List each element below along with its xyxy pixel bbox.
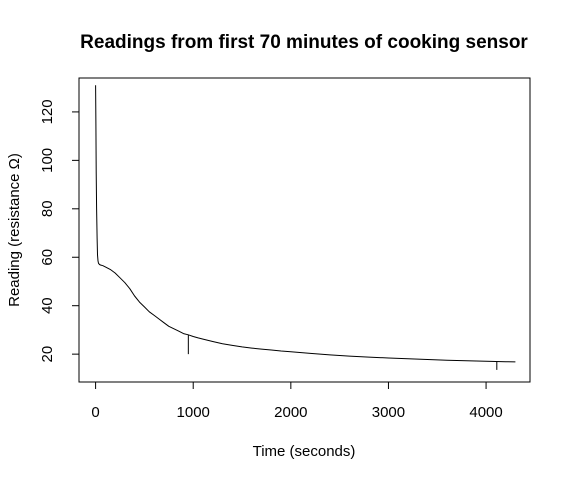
x-axis-label: Time (seconds) bbox=[253, 443, 356, 460]
chart-title: Readings from first 70 minutes of cookin… bbox=[80, 32, 528, 53]
x-tick-label: 1000 bbox=[177, 404, 210, 421]
series-line bbox=[95, 85, 516, 363]
x-tick-label: 0 bbox=[91, 404, 99, 421]
x-tick-label: 4000 bbox=[469, 404, 502, 421]
x-tick-label: 2000 bbox=[274, 404, 307, 421]
y-tick-label: 40 bbox=[39, 297, 56, 314]
y-tick-label: 120 bbox=[39, 99, 56, 124]
x-axis: 0 1000 2000 3000 4000 bbox=[91, 381, 503, 421]
plot-frame bbox=[78, 77, 531, 383]
y-axis: 20 40 60 80 100 120 bbox=[39, 99, 80, 363]
y-tick-label: 80 bbox=[39, 200, 56, 217]
y-axis-label: Reading (resistance Ω) bbox=[6, 153, 23, 307]
data-layer bbox=[95, 85, 516, 370]
y-tick-label: 20 bbox=[39, 346, 56, 363]
y-tick-label: 100 bbox=[39, 148, 56, 173]
x-tick-label: 3000 bbox=[372, 404, 405, 421]
y-tick-label: 60 bbox=[39, 249, 56, 266]
